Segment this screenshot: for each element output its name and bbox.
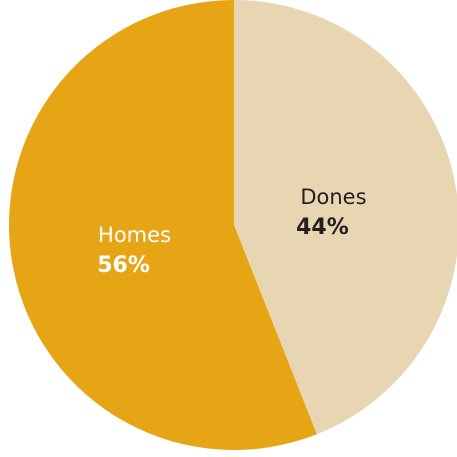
slice-label-dones: Dones xyxy=(300,185,366,209)
pie-slice-homes xyxy=(9,0,317,450)
slice-value-dones: 44% xyxy=(296,215,349,240)
pie-slice-dones xyxy=(234,0,457,435)
slice-value-homes: 56% xyxy=(97,253,150,278)
slice-label-homes: Homes xyxy=(98,223,171,247)
pie-labels: Dones 44% Homes 56% xyxy=(97,185,366,278)
pie-slices xyxy=(9,0,457,450)
